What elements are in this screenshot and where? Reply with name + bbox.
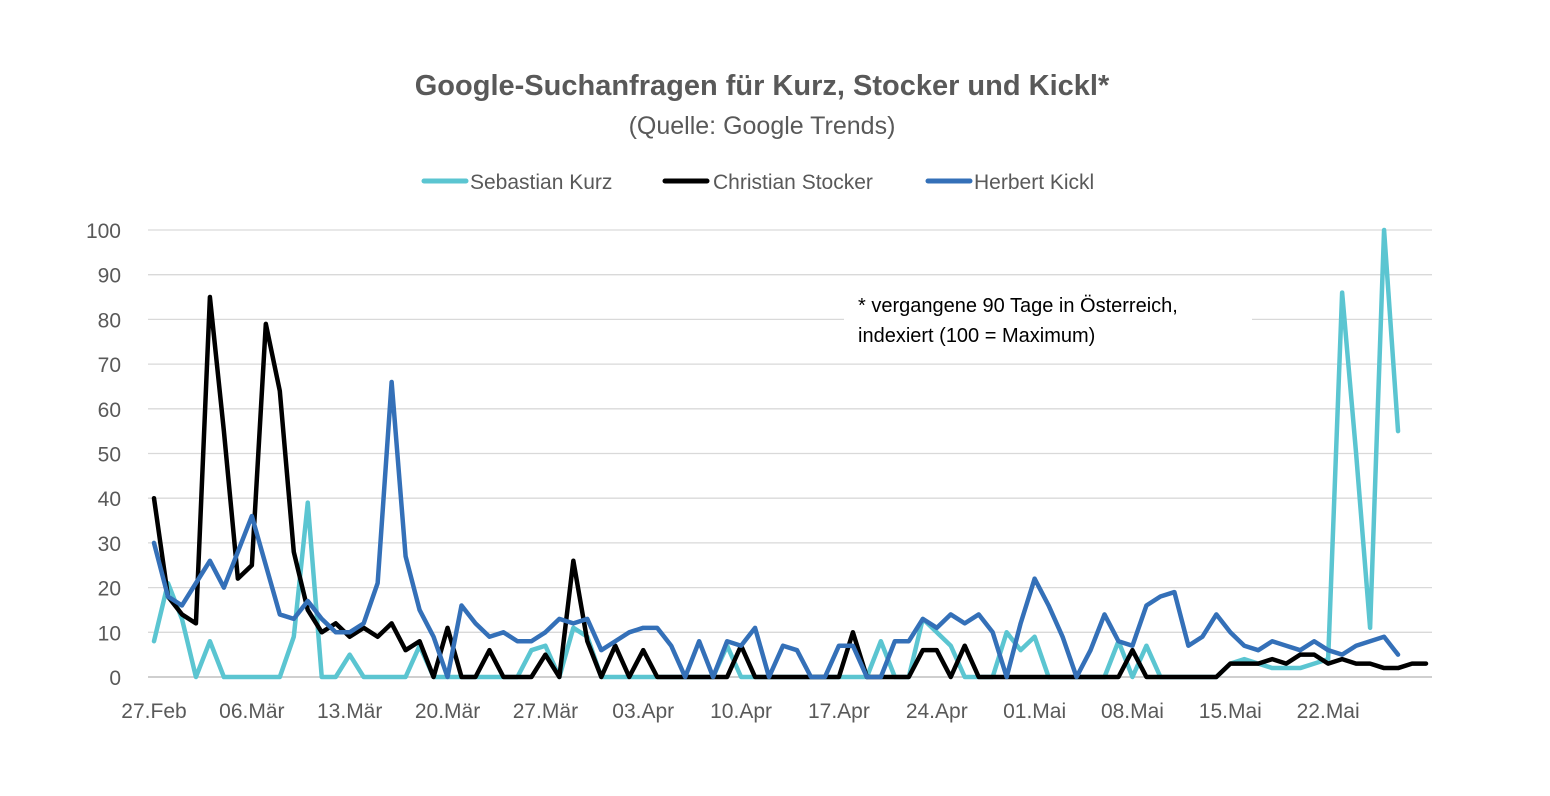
legend-label-christian-stocker: Christian Stocker	[713, 171, 873, 194]
gridlines	[148, 229, 1432, 633]
x-tick-label: 27.Feb	[121, 700, 186, 723]
legend-label-sebastian-kurz: Sebastian Kurz	[470, 171, 612, 194]
y-tick-label: 10	[98, 622, 121, 645]
y-axis-ticks: 0 10 20 30 40 50 60 70 80 90 100	[86, 220, 121, 690]
y-tick-label: 80	[98, 309, 121, 332]
y-tick-label: 20	[98, 578, 121, 601]
y-tick-label: 70	[98, 354, 121, 377]
x-tick-label: 24.Apr	[906, 700, 968, 723]
chart-title: Google-Suchanfragen für Kurz, Stocker un…	[415, 70, 1110, 102]
x-tick-label: 17.Apr	[808, 700, 870, 723]
y-tick-label: 50	[98, 444, 121, 467]
x-tick-label: 06.Mär	[219, 700, 284, 723]
series-line-herbert-kickl	[151, 379, 1401, 680]
x-tick-label: 13.Mär	[317, 700, 382, 723]
x-tick-label: 15.Mai	[1199, 700, 1262, 723]
y-tick-label: 90	[98, 265, 121, 288]
x-tick-label: 03.Apr	[612, 700, 674, 723]
annotation-background	[844, 287, 1252, 355]
series-lines	[151, 227, 1429, 680]
x-tick-label: 10.Apr	[710, 700, 772, 723]
series-line-christian-stocker	[151, 294, 1429, 680]
x-tick-label: 22.Mai	[1297, 700, 1360, 723]
annotation-line-1: * vergangene 90 Tage in Österreich,	[858, 295, 1178, 317]
x-tick-label: 08.Mai	[1101, 700, 1164, 723]
x-tick-label: 20.Mär	[415, 700, 480, 723]
legend-label-herbert-kickl: Herbert Kickl	[974, 171, 1094, 194]
legend: Sebastian Kurz Christian Stocker Herbert K…	[421, 171, 1094, 194]
y-tick-label: 0	[109, 667, 121, 690]
annotation-line-2: indexiert (100 = Maximum)	[858, 325, 1095, 347]
x-tick-label: 01.Mai	[1003, 700, 1066, 723]
chart-subtitle: (Quelle: Google Trends)	[629, 112, 896, 140]
y-tick-label: 100	[86, 220, 121, 243]
y-tick-label: 60	[98, 399, 121, 422]
x-axis-ticks: 27.Feb 06.Mär 13.Mär 20.Mär 27.Mär 03.Apr 10.A…	[121, 700, 1359, 723]
y-tick-label: 30	[98, 533, 121, 556]
x-tick-label: 27.Mär	[513, 700, 578, 723]
y-tick-label: 40	[98, 488, 121, 511]
annotation: * vergangene 90 Tage in Österreich, inde…	[844, 287, 1252, 355]
